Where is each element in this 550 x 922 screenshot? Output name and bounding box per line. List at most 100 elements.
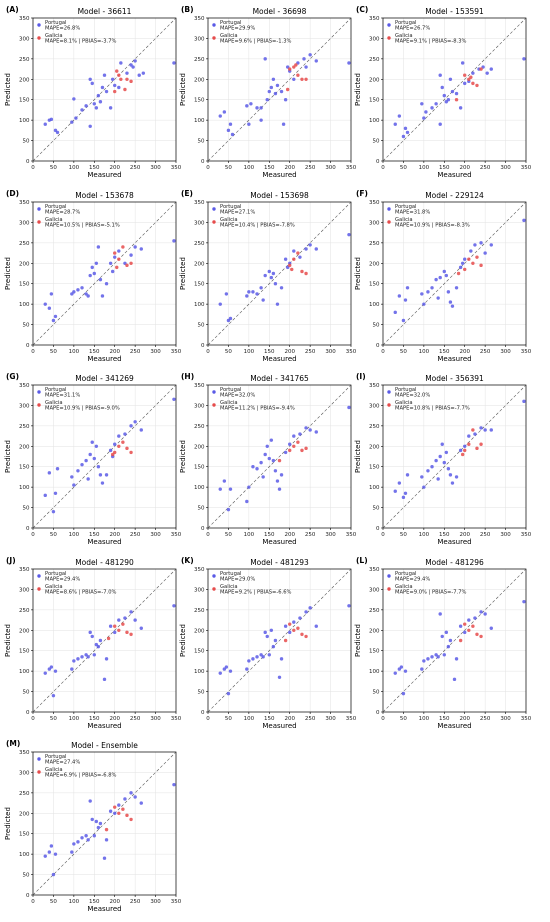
portugal-point <box>444 630 449 635</box>
y-tick: 250 <box>194 241 208 247</box>
y-tick-label: 50 <box>373 323 380 329</box>
one-to-one-line <box>32 17 177 162</box>
x-tick: 150 <box>264 528 275 538</box>
galicia-point <box>471 81 475 86</box>
series-galicia <box>285 63 308 92</box>
y-tick: 250 <box>194 608 208 614</box>
portugal-point <box>314 247 318 251</box>
y-tick-label: 250 <box>19 791 30 797</box>
x-tick-label: 0 <box>381 532 385 538</box>
y-tick: 0 <box>376 159 383 165</box>
portugal-point <box>438 122 442 126</box>
chart-panel-9: 00 50 50 100 100 150 150 200 200 250 250 300 300 350 3… <box>354 372 532 546</box>
y-tick: 300 <box>369 403 383 409</box>
legend-name-galicia: Galicia <box>220 400 238 406</box>
galicia-point <box>463 622 467 626</box>
x-tick: 350 <box>346 712 357 722</box>
portugal-point <box>463 81 467 86</box>
portugal-point <box>452 677 457 682</box>
x-tick: 300 <box>325 528 336 538</box>
portugal-point <box>255 655 259 659</box>
y-tick-label: 300 <box>19 220 30 226</box>
y-tick: 250 <box>369 241 383 247</box>
portugal-point <box>224 292 229 296</box>
portugal-point <box>80 655 84 659</box>
portugal-point <box>43 493 47 498</box>
y-tick: 250 <box>19 791 33 797</box>
legend-name-galicia: Galicia <box>395 217 413 223</box>
series-galicia <box>458 622 483 643</box>
portugal-point <box>444 273 449 278</box>
portugal-point <box>485 71 489 75</box>
portugal-point <box>271 77 276 81</box>
portugal-point <box>90 265 94 270</box>
y-tick: 250 <box>194 57 208 63</box>
legend-marker-galicia <box>37 403 41 407</box>
portugal-point <box>96 825 101 830</box>
y-tick: 0 <box>26 710 33 716</box>
y-tick: 300 <box>19 770 33 776</box>
x-tick-label: 0 <box>206 716 210 722</box>
portugal-point <box>314 59 318 63</box>
portugal-point <box>403 126 408 131</box>
portugal-point <box>129 424 133 428</box>
y-tick-label: 100 <box>19 669 30 675</box>
chart-panel-8: 00 50 50 100 100 150 150 200 200 250 250 300 300 350 3… <box>179 372 357 546</box>
panel-label: (J) <box>6 556 16 565</box>
portugal-point <box>247 485 251 489</box>
galicia-point <box>475 446 479 451</box>
portugal-point <box>259 460 263 465</box>
portugal-point <box>269 628 274 632</box>
y-tick: 200 <box>194 77 208 83</box>
y-tick: 300 <box>19 587 33 593</box>
portugal-point <box>275 302 280 306</box>
galicia-point <box>304 271 308 276</box>
y-tick-label: 100 <box>19 852 30 858</box>
y-tick: 250 <box>369 424 383 430</box>
x-tick: 0 <box>31 895 35 905</box>
y-tick-label: 350 <box>194 567 205 573</box>
portugal-point <box>100 481 105 485</box>
legend-metric-galicia: MAPE=9.0% | PBIAS=-7.7% <box>395 590 467 596</box>
portugal-point <box>401 134 406 139</box>
x-tick-label: 200 <box>109 716 120 722</box>
legend-name-galicia: Galicia <box>45 33 63 39</box>
x-tick-label: 250 <box>130 165 141 171</box>
legend-marker-galicia <box>212 403 216 407</box>
x-tick-label: 50 <box>225 165 232 171</box>
x-tick: 200 <box>459 161 470 171</box>
portugal-point <box>405 473 410 477</box>
y-tick-label: 0 <box>201 526 205 532</box>
portugal-point <box>288 442 292 446</box>
portugal-point <box>279 657 284 661</box>
portugal-point <box>471 71 475 75</box>
portugal-point <box>473 243 477 247</box>
portugal-point <box>92 834 96 838</box>
x-tick-label: 200 <box>109 899 120 905</box>
portugal-point <box>245 667 249 671</box>
portugal-point <box>438 73 442 77</box>
x-tick-label: 50 <box>225 349 232 355</box>
portugal-point <box>261 298 265 302</box>
x-tick: 100 <box>69 161 80 171</box>
legend-marker-galicia <box>37 770 41 774</box>
portugal-point <box>458 448 463 453</box>
series-portugal <box>218 604 351 696</box>
x-tick-label: 200 <box>459 716 470 722</box>
portugal-point <box>113 83 117 88</box>
y-axis-label: Predicted <box>4 73 12 106</box>
y-tick-label: 50 <box>23 873 30 879</box>
x-tick-label: 150 <box>89 716 100 722</box>
x-tick: 0 <box>31 161 35 171</box>
y-tick: 50 <box>198 690 208 696</box>
portugal-point <box>275 83 280 88</box>
portugal-point <box>172 61 176 65</box>
panel-title: Model - 153591 <box>425 7 484 16</box>
x-tick-label: 50 <box>400 532 407 538</box>
portugal-point <box>454 657 459 661</box>
y-axis-label: Predicted <box>4 624 12 657</box>
portugal-point <box>283 450 288 455</box>
x-tick-label: 350 <box>521 716 532 722</box>
portugal-point <box>228 487 233 491</box>
